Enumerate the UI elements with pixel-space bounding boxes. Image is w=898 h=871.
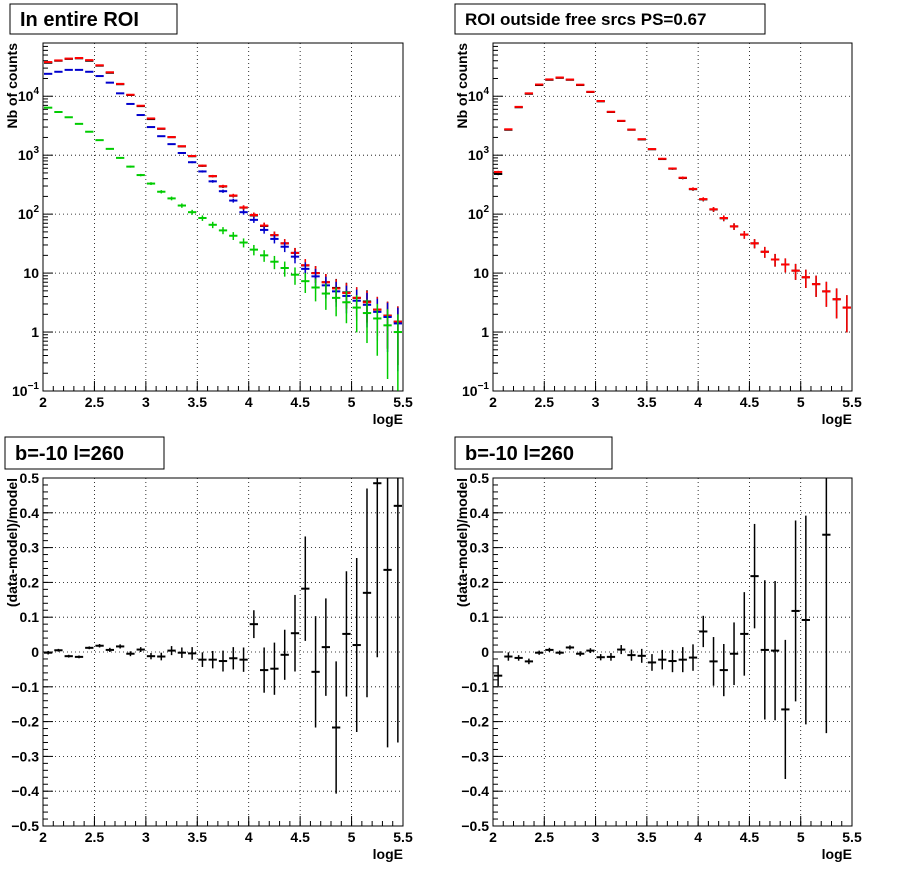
x-axis-title: logE <box>373 411 403 427</box>
x-tick-label: 5.5 <box>393 394 413 410</box>
series-2 <box>494 76 851 333</box>
x-tick-label: 4.5 <box>740 394 760 410</box>
x-tick-label: 5.5 <box>842 394 862 410</box>
x-tick-label: 5.5 <box>393 829 413 845</box>
x-tick-label: 5 <box>348 394 356 410</box>
y-tick-label: −0.1 <box>11 679 39 695</box>
x-tick-label: 3 <box>142 394 150 410</box>
y-tick-label: 0.1 <box>470 609 490 625</box>
y-tick-label: 104 <box>18 86 40 104</box>
y-tick-label: 0.5 <box>470 470 490 486</box>
y-axis-title: Nb of counts <box>4 43 20 129</box>
x-tick-label: 2 <box>39 394 47 410</box>
title-box <box>4 436 165 470</box>
x-tick-label: 4.5 <box>740 829 760 845</box>
y-tick-label: 10 <box>473 265 489 281</box>
chart-title: b=-10 l=260 <box>15 443 124 465</box>
chart-title: ROI outside free srcs PS=0.67 <box>465 10 706 29</box>
x-tick-label: 2.5 <box>535 829 555 845</box>
x-axis-title: logE <box>822 846 852 862</box>
x-tick-label: 4 <box>245 394 253 410</box>
x-tick-label: 3 <box>592 394 600 410</box>
y-axis-title: Nb of counts <box>454 43 470 129</box>
x-tick-label: 2 <box>489 394 497 410</box>
x-axis-title: logE <box>822 411 852 427</box>
y-tick-label: 0.3 <box>470 540 490 556</box>
x-tick-label: 3.5 <box>637 394 657 410</box>
y-tick-label: 104 <box>468 86 490 104</box>
y-tick-label: 102 <box>468 204 490 222</box>
y-tick-label: 102 <box>18 204 40 222</box>
y-axis-title: (data-model)/model <box>4 478 20 607</box>
x-tick-label: 4 <box>245 829 253 845</box>
y-tick-label: −0.5 <box>461 818 489 834</box>
x-tick-label: 3.5 <box>188 829 208 845</box>
title-box <box>9 3 178 35</box>
x-tick-label: 5 <box>348 829 356 845</box>
y-tick-label: −0.5 <box>11 818 39 834</box>
x-axis-title: logE <box>373 846 403 862</box>
chart-panel-2: 2 2.5 3 3.5 4 4.5 5 5.5 10−1 1 10 102 103 104 logE Nb o… <box>454 3 862 427</box>
x-tick-label: 2.5 <box>85 394 105 410</box>
x-tick-label: 4 <box>694 394 702 410</box>
y-tick-label: 10−1 <box>462 381 489 399</box>
title-box <box>454 3 766 35</box>
x-tick-label: 2 <box>489 829 497 845</box>
y-tick-label: 0.2 <box>470 574 490 590</box>
y-tick-label: 0.4 <box>470 505 490 521</box>
series-4 <box>44 106 402 391</box>
y-tick-label: 0.3 <box>20 540 40 556</box>
y-tick-label: 0.1 <box>20 609 40 625</box>
y-tick-label: 103 <box>468 145 490 163</box>
y-tick-label: 10−1 <box>12 381 39 399</box>
y-tick-label: 10 <box>23 265 39 281</box>
y-tick-label: −0.4 <box>11 783 39 799</box>
y-tick-label: −0.4 <box>461 783 489 799</box>
x-tick-label: 3 <box>142 829 150 845</box>
chart-panel-4: 2 2.5 3 3.5 4 4.5 5 5.5 −0.5 −0.4 −0.3 −0.2 −0.1 0 0.1… <box>454 436 862 862</box>
y-tick-label: −0.3 <box>461 748 489 764</box>
chart-panel-1: 2 2.5 3 3.5 4 4.5 5 5.5 10−1 1 10 102 103 104 logE Nb o… <box>4 3 413 427</box>
title-box <box>454 436 613 470</box>
y-tick-label: −0.2 <box>461 714 489 730</box>
x-tick-label: 3.5 <box>637 829 657 845</box>
series-1 <box>494 478 831 780</box>
y-tick-label: 0.4 <box>20 505 40 521</box>
y-tick-label: 0.5 <box>20 470 40 486</box>
y-tick-label: −0.1 <box>461 679 489 695</box>
y-axis-title: (data-model)/model <box>454 478 470 607</box>
y-tick-label: 1 <box>481 324 489 340</box>
y-tick-label: 0 <box>481 644 489 660</box>
plot-frame <box>42 42 404 392</box>
x-tick-label: 2.5 <box>535 394 555 410</box>
x-tick-label: 5.5 <box>842 829 862 845</box>
x-tick-label: 5 <box>797 394 805 410</box>
y-tick-label: 0.2 <box>20 574 40 590</box>
y-tick-label: −0.3 <box>11 748 39 764</box>
y-tick-label: 1 <box>31 324 39 340</box>
x-tick-label: 4.5 <box>290 829 310 845</box>
x-tick-label: 2.5 <box>85 829 105 845</box>
x-tick-label: 3 <box>592 829 600 845</box>
plot-frame <box>492 42 853 392</box>
y-tick-label: 0 <box>31 644 39 660</box>
y-tick-label: 103 <box>18 145 40 163</box>
chart-title: In entire ROI <box>20 9 139 31</box>
x-tick-label: 5 <box>797 829 805 845</box>
chart-title: b=-10 l=260 <box>465 443 574 465</box>
x-tick-label: 4 <box>694 829 702 845</box>
chart-panel-3: 2 2.5 3 3.5 4 4.5 5 5.5 −0.5 −0.4 −0.3 −0.2 −0.1 0 0.1… <box>4 436 413 862</box>
x-tick-label: 2 <box>39 829 47 845</box>
x-tick-label: 4.5 <box>290 394 310 410</box>
y-tick-label: −0.2 <box>11 714 39 730</box>
x-tick-label: 3.5 <box>188 394 208 410</box>
series-1 <box>44 478 402 794</box>
